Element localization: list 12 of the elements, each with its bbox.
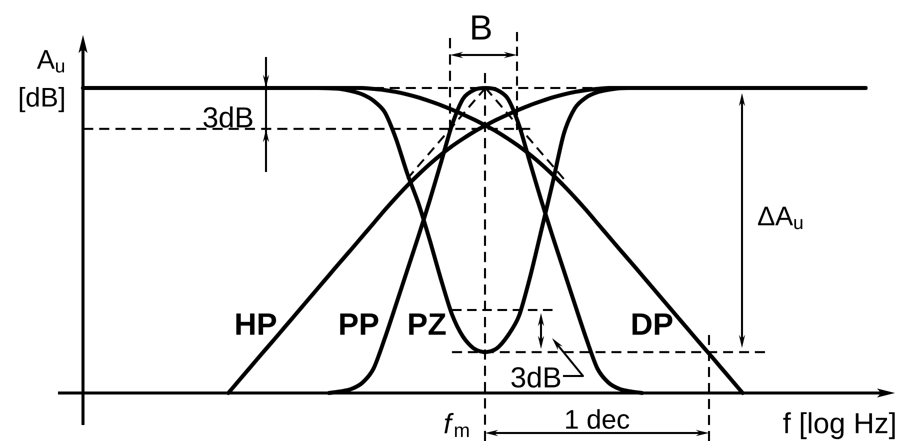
annotation: 3dB [203, 106, 252, 128]
annotation: ΔA$_{u}$ [758, 206, 802, 230]
y-axis-title: A$_{u}$ [dB] [20, 50, 64, 112]
annotation: 3dB [511, 366, 560, 388]
text: B [472, 15, 491, 40]
series-label: PZ [409, 313, 446, 335]
series-label: HP [236, 313, 276, 335]
series-label: PP [340, 313, 378, 335]
legend-label: DP [632, 313, 672, 335]
x-axis-title: f [log Hz] [783, 412, 895, 440]
text: f$_{m}$ [444, 413, 469, 437]
text: 1 dec [566, 409, 630, 429]
